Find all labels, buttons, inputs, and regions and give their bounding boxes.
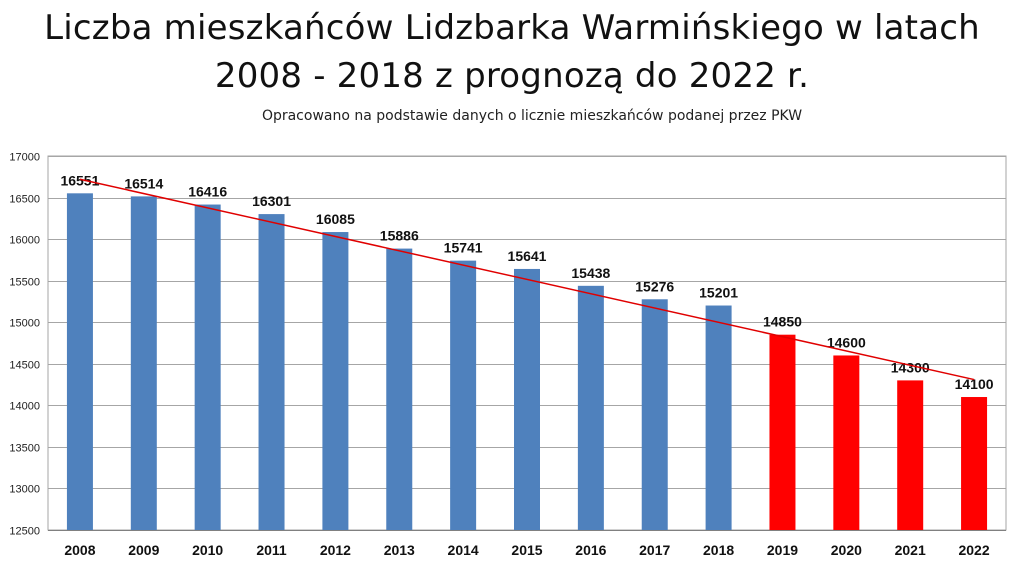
bar [130,196,157,530]
x-tick-label: 2010 [192,542,223,558]
data-label: 15641 [508,248,547,264]
chart-title-line-1: Liczba mieszkańców Lidzbarka Warmińskieg… [44,8,980,48]
trendline [79,178,975,381]
y-tick-label: 15500 [9,277,40,289]
chart-title-line-2: 2008 - 2018 z prognozą do 2022 r. [214,56,810,96]
bar [194,204,221,530]
bar [577,285,604,530]
y-tick-label: 14500 [9,360,40,372]
bar [961,397,988,530]
x-tick-label: 2008 [64,542,95,558]
bar [258,214,285,530]
x-tick-label: 2012 [320,542,351,558]
bar [450,260,477,530]
x-tick-label: 2017 [639,542,670,558]
x-tick-label: 2014 [448,542,479,558]
x-tick-label: 2018 [703,542,734,558]
bar [769,334,796,530]
data-label: 16301 [252,193,291,209]
x-tick-label: 2013 [384,542,415,558]
y-tick-label: 15000 [9,318,40,330]
data-label: 14600 [827,334,866,350]
data-label: 15201 [699,285,738,301]
x-tick-label: 2022 [958,542,989,558]
y-tick-label: 16000 [9,235,40,247]
bar [322,232,349,530]
x-tick-label: 2019 [767,542,798,558]
data-label: 16514 [124,175,163,191]
x-tick-label: 2011 [256,542,287,558]
bar [66,193,93,530]
x-tick-label: 2009 [128,542,159,558]
bar [833,355,860,530]
data-label: 16551 [60,172,99,188]
y-tick-label: 13000 [9,484,40,496]
x-tick-label: 2021 [895,542,926,558]
data-label: 14850 [763,314,802,330]
bar [705,305,732,530]
data-label: 16085 [316,211,355,227]
chart-subtitle: Opracowano na podstawie danych o licznie… [261,108,803,124]
x-tick-label: 2015 [511,542,542,558]
y-tick-label: 16500 [9,194,40,206]
data-label: 15276 [635,278,674,294]
bar [897,380,924,530]
data-label: 16416 [188,184,227,200]
y-tick-label: 12500 [9,526,40,538]
chart-title: Liczba mieszkańców Lidzbarka Warmińskieg… [0,4,1024,100]
x-tick-label: 2016 [575,542,606,558]
data-label: 15741 [444,240,483,256]
bar [641,299,668,530]
y-tick-label: 17000 [9,152,40,164]
y-tick-label: 13500 [9,443,40,455]
x-tick-label: 2020 [831,542,862,558]
y-tick-label: 14000 [9,401,40,413]
data-label: 15886 [380,228,419,244]
data-label: 14100 [955,376,994,392]
bar [514,268,540,530]
bar [386,248,413,530]
data-label: 15438 [571,265,610,281]
